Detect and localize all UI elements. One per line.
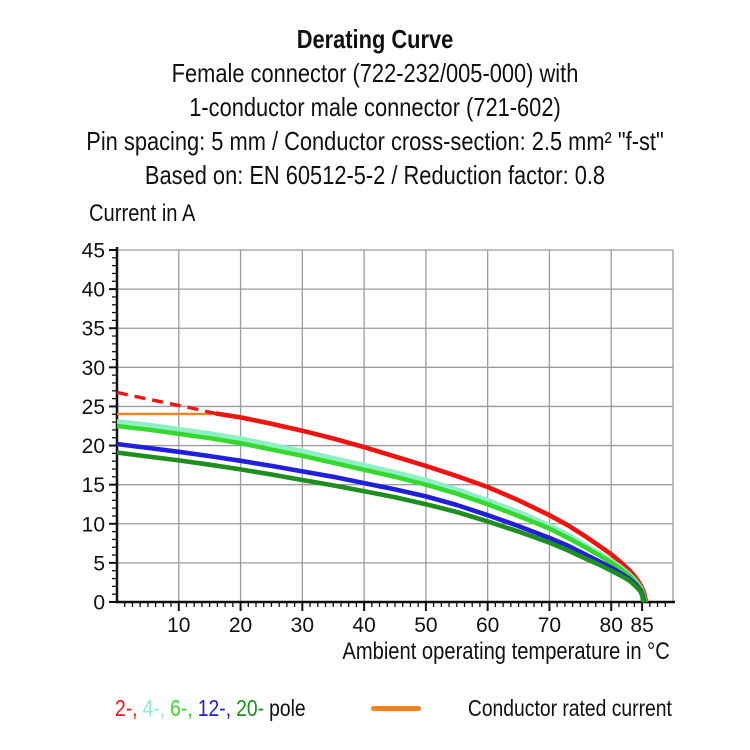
curve-pole-4 [116,419,648,603]
legend-pole-4: 4-, [142,695,166,721]
x-tick-label: 30 [291,614,314,637]
x-tick-label: 10 [167,614,190,637]
y-tick-label: 30 [82,357,105,380]
chart-subtitle-male-connector: 1-conductor male connector (721-602) [189,92,561,122]
legend-pole-20: 20- [236,695,265,721]
y-tick-label: 15 [82,474,105,497]
curve-pole-2 [215,411,649,603]
chart-title: Derating Curve [296,24,454,54]
y-tick-label: 40 [82,279,105,302]
x-tick-label: 70 [538,614,561,637]
chart-subtitle-pin-spacing: Pin spacing: 5 mm / Conductor cross-sect… [86,126,664,156]
x-tick-label: 80 [600,614,623,637]
curve-pole-6 [116,423,648,603]
x-tick-label: 85 [630,614,653,637]
y-tick-label: 35 [82,318,105,341]
curve-pole-2-dashed [116,390,217,416]
x-tick-label: 60 [476,614,499,637]
rated-current-label: Conductor rated current [467,694,672,721]
y-tick-label: 0 [93,592,105,615]
y-axis-title: Current in A [89,200,196,227]
legend-pole-6: 6-, [170,695,193,721]
y-tick-label: 25 [82,396,105,419]
y-tick-label: 10 [82,513,105,536]
chart-subtitle-connector: Female connector (722-232/005-000) with [171,58,579,88]
y-tick-label: 45 [82,240,105,263]
y-tick-label: 5 [93,552,105,575]
legend-pole-suffix: pole [269,695,306,721]
legend-rated-current: Conductor rated current [371,694,672,721]
chart-title-block: Derating Curve Female connector (722-232… [0,22,750,192]
x-tick-label: 40 [352,614,375,637]
rated-current-line-swatch [371,705,422,711]
legend-poles: 2-, 4-, 6-, 12-, 20- pole [115,695,306,722]
x-tick-label: 50 [414,614,437,637]
y-tick-label: 20 [82,435,105,458]
x-tick-label: 20 [229,614,252,637]
legend-pole-12: 12-, [197,695,232,721]
curve-pole-20 [116,450,646,603]
x-axis-title: Ambient operating temperature in °C [342,638,670,665]
legend-pole-2: 2-, [115,695,138,721]
chart-subtitle-standard: Based on: EN 60512-5-2 / Reduction facto… [144,160,606,190]
